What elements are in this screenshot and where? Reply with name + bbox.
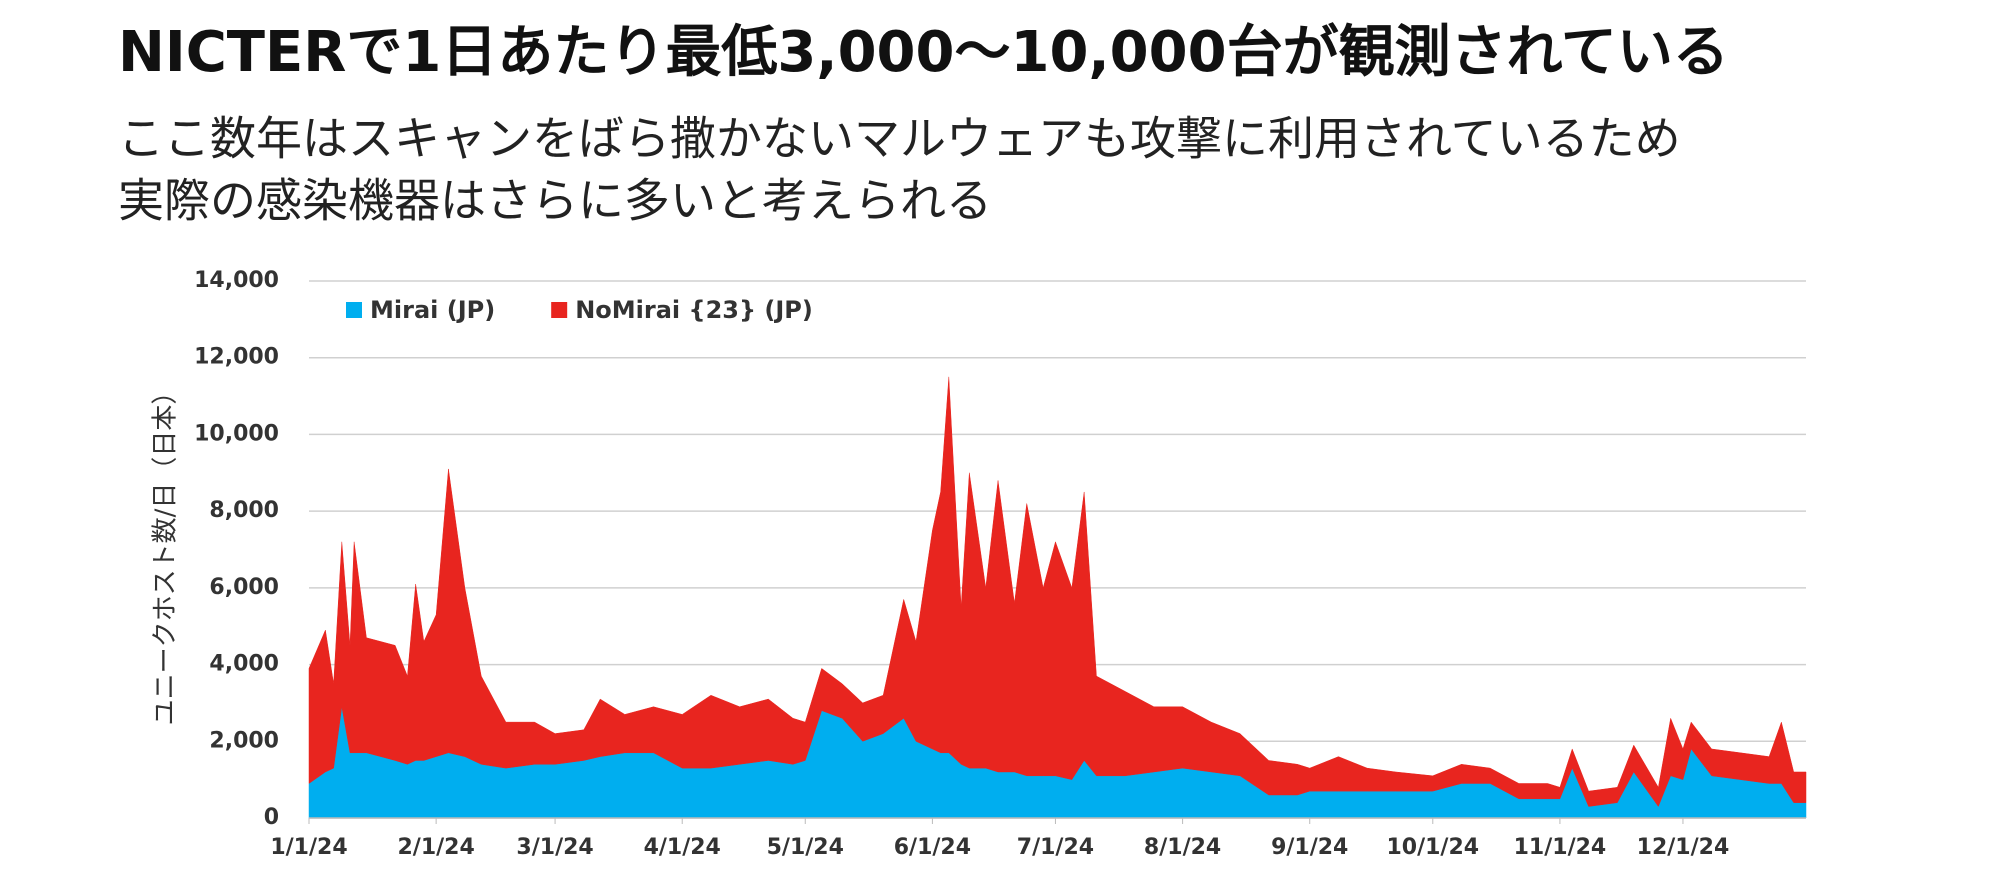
chart-title: NICTERで1日あたり最低3,000～10,000台が観測されている [118,20,1729,85]
y-tick-label: 14,000 [194,268,279,293]
x-tick-label: 5/1/24 [767,835,844,860]
y-tick-label: 10,000 [194,421,279,446]
legend-label: NoMirai {23} (JP) [575,296,813,324]
legend-swatch [346,302,362,318]
x-tick-label: 2/1/24 [397,835,474,860]
y-tick-label: 2,000 [209,728,279,753]
x-tick-label: 1/1/24 [270,835,347,860]
y-axis-title: ユニークホスト数/日（日本） [151,379,181,726]
legend-label: Mirai (JP) [370,296,495,324]
x-tick-label: 4/1/24 [644,835,721,860]
y-tick-label: 6,000 [209,575,279,600]
y-tick-label: 4,000 [209,652,279,677]
x-tick-label: 11/1/24 [1514,835,1607,860]
y-tick-label: 8,000 [209,498,279,523]
chart-subtitle: 実際の感染機器はさらに多いと考えられる [118,174,992,228]
x-tick-label: 10/1/24 [1386,835,1479,860]
x-tick-label: 7/1/24 [1017,835,1094,860]
x-tick-label: 12/1/24 [1637,835,1730,860]
x-tick-label: 9/1/24 [1271,835,1348,860]
y-tick-label: 12,000 [194,345,279,370]
legend-swatch [551,302,568,318]
x-tick-label: 6/1/24 [894,835,971,860]
x-tick-label: 8/1/24 [1144,835,1221,860]
x-tick-label: 3/1/24 [516,835,593,860]
chart-subtitle: ここ数年はスキャンをばら撒かないマルウェアも攻撃に利用されているため [118,112,1681,166]
y-tick-label: 0 [264,805,279,830]
area-1 [308,376,1807,808]
